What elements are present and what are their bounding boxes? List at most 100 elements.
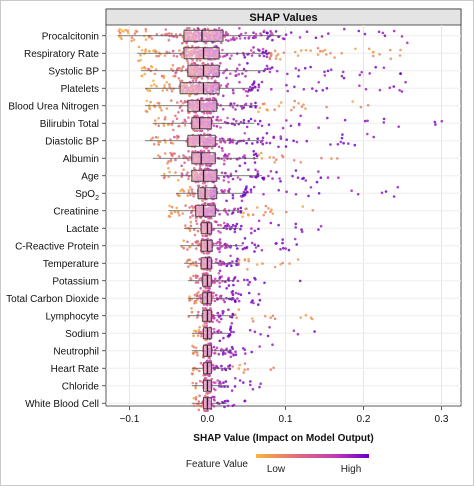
shap-point [211,83,214,86]
shap-point [277,104,281,108]
shap-point [187,258,191,262]
shap-point [200,129,204,133]
shap-point [287,248,291,252]
shap-point [153,119,157,122]
shap-point [190,89,194,92]
shap-point [249,117,253,121]
shap-point [294,226,298,229]
shap-point [265,64,269,68]
shap-point [190,310,194,314]
shap-point [225,76,228,80]
shap-point [215,51,219,55]
shap-point [239,293,243,297]
shap-point [154,50,157,53]
shap-point [189,216,192,219]
shap-point [295,140,299,144]
shap-point [226,138,230,141]
shap-point [218,137,222,141]
shap-point [256,170,259,173]
shap-point [157,116,160,120]
shap-point [191,192,195,195]
shap-point [237,73,241,76]
shap-point [259,32,262,35]
shap-point [234,353,238,357]
shap-point [340,51,344,55]
shap-point [232,36,235,39]
shap-point [372,135,376,139]
shap-point [268,156,272,159]
shap-point [330,157,333,160]
shap-point [320,35,324,38]
shap-point [191,66,195,70]
shap-point [165,32,169,36]
shap-point [343,118,347,122]
shap-point [246,53,249,56]
shap-point [178,66,181,70]
shap-point [150,84,153,88]
chart-title: SHAP Values [249,12,317,24]
shap-point [148,49,151,53]
shap-point [304,107,307,110]
shap-point [226,82,230,86]
shap-point [398,88,401,92]
shap-point [225,85,229,89]
shap-point [246,94,249,98]
shap-point [220,317,223,321]
shap-point [171,49,175,53]
shap-point [216,115,219,119]
shap-point [382,121,386,124]
shap-point [184,120,187,123]
shap-point [392,29,396,33]
shap-point [183,100,187,103]
shap-point [181,65,185,68]
shap-point [157,102,161,105]
shap-point [182,239,185,242]
shap-point [230,322,234,325]
shap-point [167,167,170,170]
shap-point [247,168,250,171]
shap-point [219,140,222,144]
shap-point [230,351,233,355]
shap-point [247,283,250,287]
shap-point [233,207,236,211]
shap-point [374,65,378,69]
shap-point [144,27,148,31]
shap-point [227,39,230,43]
shap-point [191,79,195,83]
shap-point [209,111,213,115]
shap-point [224,352,227,355]
shap-point [273,49,277,53]
shap-point [185,42,188,45]
shap-point [223,159,226,162]
shap-point [214,49,218,53]
shap-point [225,199,228,203]
shap-point [173,135,176,139]
shap-point [206,111,209,115]
shap-point [188,93,191,97]
shap-point [244,207,247,211]
shap-point [246,268,249,271]
shap-point [198,59,202,62]
shap-point [292,139,295,143]
shap-point [187,265,190,269]
shap-point [170,32,173,36]
shap-point [212,73,215,76]
shap-point [212,345,216,349]
shap-point [221,262,224,266]
shap-point [143,72,146,76]
shap-point [195,247,198,250]
shap-point [227,224,231,228]
shap-point [271,38,274,42]
shap-point [197,68,201,72]
shap-point [317,228,320,231]
shap-point [222,94,225,98]
shap-point [285,210,288,214]
shap-point [329,52,332,55]
shap-point [292,106,296,109]
shap-point [222,71,225,75]
shap-point [295,243,299,246]
shap-point [117,29,121,33]
shap-point [217,27,221,30]
shap-point [238,80,241,84]
shap-point [130,36,134,39]
